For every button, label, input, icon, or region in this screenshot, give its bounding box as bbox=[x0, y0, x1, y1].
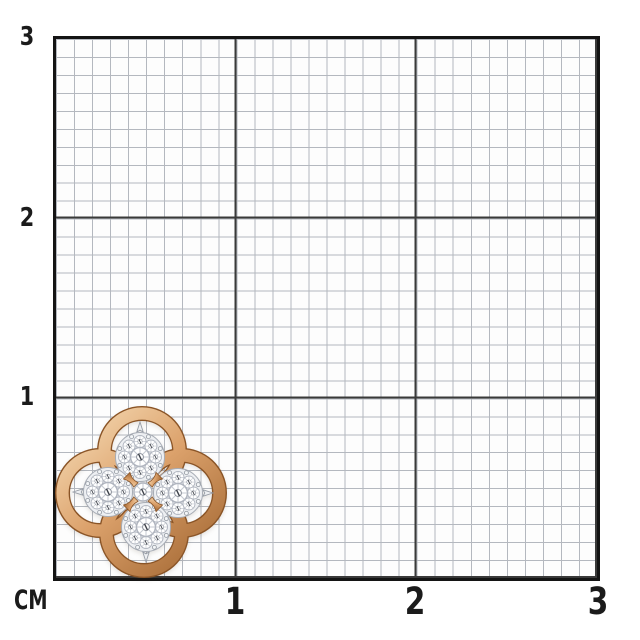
silver-prong-right bbox=[202, 489, 214, 497]
x-axis-label-2: 2 bbox=[404, 580, 426, 623]
silver-prong-top bbox=[136, 421, 144, 433]
silver-prong-left bbox=[72, 488, 84, 496]
y-axis-label-2: 2 bbox=[19, 203, 35, 233]
diamond-cluster-left bbox=[84, 468, 133, 517]
y-axis-label-1: 1 bbox=[19, 382, 35, 412]
x-axis-label-3: 3 bbox=[587, 580, 609, 623]
center-diamond bbox=[133, 482, 153, 502]
gold-clover-frame bbox=[55, 406, 227, 578]
x-axis-label-1: 1 bbox=[224, 580, 246, 623]
gold-ring-bottom bbox=[100, 497, 188, 577]
unit-label-cm: СМ bbox=[14, 585, 48, 616]
y-axis-label-3: 3 bbox=[19, 22, 35, 52]
silver-prong-bottom bbox=[142, 551, 150, 563]
earring-photo bbox=[55, 406, 227, 578]
